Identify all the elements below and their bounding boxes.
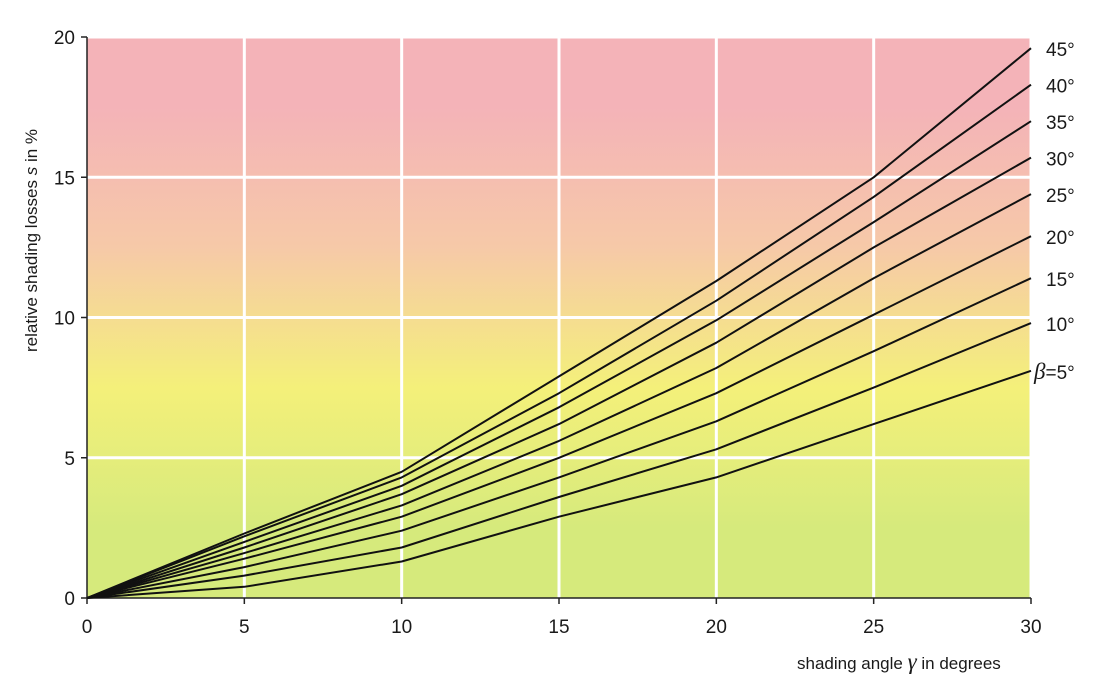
series-label-5: 30° xyxy=(1046,150,1075,171)
series-label-name-8: 45° xyxy=(1046,40,1075,61)
x-tick-label-15: 15 xyxy=(548,617,569,638)
series-label-3: 20° xyxy=(1046,228,1075,249)
x-tick-label-20: 20 xyxy=(706,617,727,638)
series-line-5 xyxy=(86,156,1032,599)
y-tick-label-5: 5 xyxy=(64,449,75,470)
series-label-name-3: 20° xyxy=(1046,228,1075,249)
series-line-6 xyxy=(86,120,1032,599)
series-label-1: 10° xyxy=(1046,315,1075,336)
series-label-name-5: 30° xyxy=(1046,150,1075,171)
series-label-name-7: 40° xyxy=(1046,77,1075,98)
y-axis-title: relative shading losses s in % xyxy=(22,129,41,352)
series-line-0 xyxy=(86,369,1032,599)
y-tick-label-10: 10 xyxy=(54,309,75,330)
axes xyxy=(81,36,1032,604)
y-tick-label-20: 20 xyxy=(54,28,75,49)
series-label-4: 25° xyxy=(1046,186,1075,207)
x-axis-title-part1: shading angle xyxy=(797,654,908,673)
x-tick-label-25: 25 xyxy=(863,617,884,638)
y-axis-title-symbol: s xyxy=(22,166,41,175)
x-tick-labels: 0 5 10 15 20 25 30 xyxy=(82,617,1042,638)
y-tick-label-0: 0 xyxy=(64,589,75,610)
series-line-4 xyxy=(86,193,1032,599)
series-label-name-6: 35° xyxy=(1046,113,1075,134)
x-tick-label-5: 5 xyxy=(239,617,250,638)
series-label-7: 40° xyxy=(1046,77,1075,98)
series-line-2 xyxy=(86,277,1032,599)
x-axis-title-symbol: γ xyxy=(908,649,918,674)
series-label-6: 35° xyxy=(1046,113,1075,134)
series-label-name-2: 15° xyxy=(1046,270,1075,291)
x-tick-label-0: 0 xyxy=(82,617,93,638)
x-tick-label-10: 10 xyxy=(391,617,412,638)
y-axis-title-part2: in % xyxy=(22,129,41,167)
x-tick-label-30: 30 xyxy=(1020,617,1041,638)
series-label-name-4: 25° xyxy=(1046,186,1075,207)
series-label-prefix: β xyxy=(1033,359,1046,384)
series-line-8 xyxy=(86,47,1032,599)
series-label-2: 15° xyxy=(1046,270,1075,291)
series-line-1 xyxy=(86,322,1032,599)
series-lines xyxy=(86,47,1032,599)
series-label-0: β=5° xyxy=(1033,359,1075,384)
series-label-name-1: 10° xyxy=(1046,315,1075,336)
y-tick-labels: 0 5 10 15 20 xyxy=(54,28,75,610)
series-labels: β=5° 10° 15° 20° 25° 30° 35° 40° 45° xyxy=(1033,40,1075,384)
grid-lines xyxy=(87,35,1033,598)
x-axis-title: shading angle γ in degrees xyxy=(797,649,1001,674)
series-label-8: 45° xyxy=(1046,40,1075,61)
series-line-7 xyxy=(86,83,1032,599)
series-line-3 xyxy=(86,235,1032,599)
y-axis-title-part1: relative shading losses xyxy=(22,175,41,352)
x-axis-title-part2: in degrees xyxy=(917,654,1001,673)
y-tick-label-15: 15 xyxy=(54,168,75,189)
series-label-name-0: =5° xyxy=(1045,363,1074,384)
